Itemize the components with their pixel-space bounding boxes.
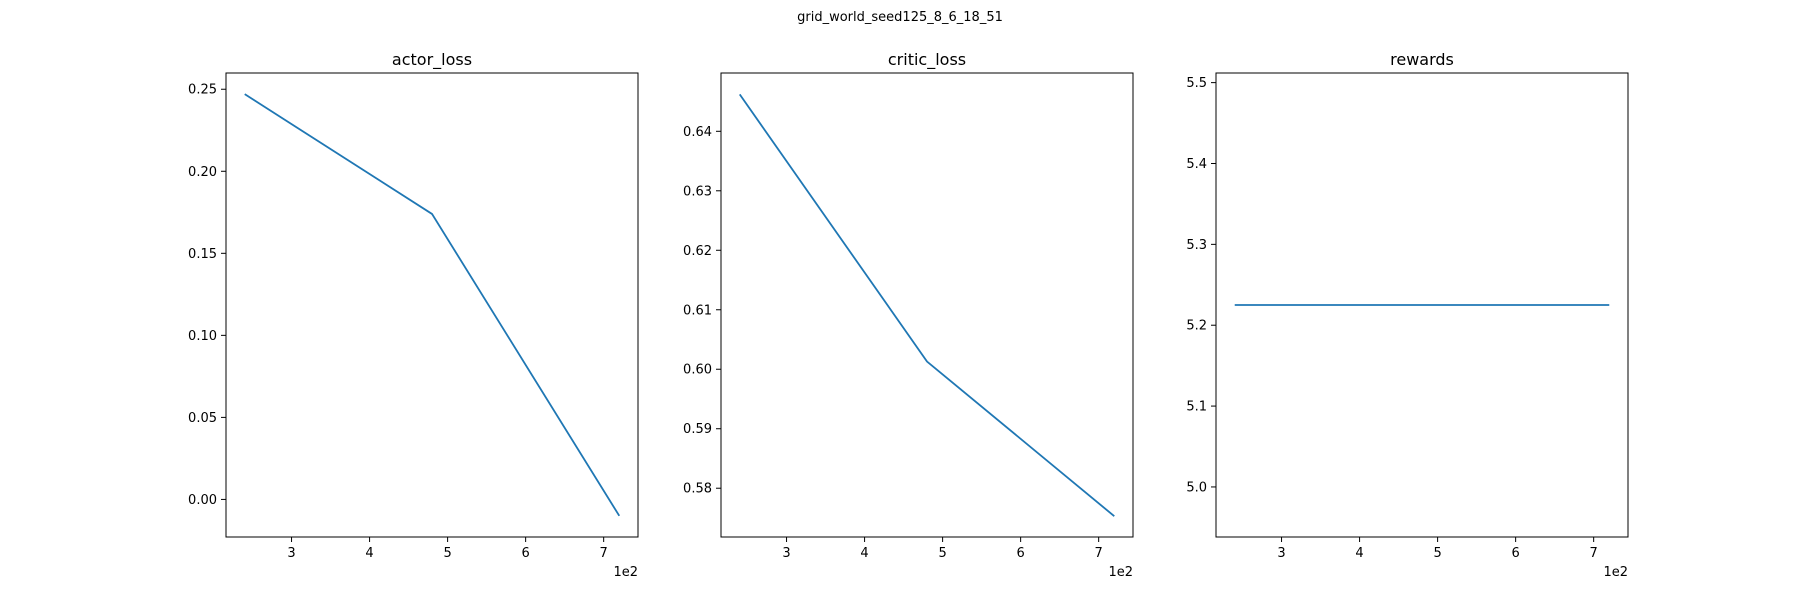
x-tick-label: 3: [287, 546, 295, 561]
y-tick-label: 5.1: [1186, 400, 1207, 415]
y-tick-label: 0.58: [683, 482, 712, 497]
y-tick-label: 0.15: [188, 247, 217, 262]
y-tick-label: 0.63: [683, 184, 712, 199]
series-line: [244, 93, 621, 517]
axes-frame: [1215, 72, 1629, 538]
y-tick-label: 5.2: [1186, 319, 1207, 334]
subplot-title: critic_loss: [888, 50, 966, 70]
x-tick-label: 6: [1511, 546, 1519, 561]
x-tick-label: 4: [1355, 546, 1363, 561]
x-offset-label: 1e2: [1603, 565, 1628, 580]
x-tick-label: 4: [365, 546, 373, 561]
y-tick-label: 0.60: [683, 363, 712, 378]
y-tick-label: 0.59: [683, 422, 712, 437]
y-tick-label: 0.00: [188, 493, 217, 508]
x-tick-label: 7: [1590, 546, 1598, 561]
subplot-actor-loss: actor_loss 3 4 5 6 7 1e2 0.00 0.05 0.10 0.15 0.20 0.…: [188, 50, 639, 580]
y-tick-label: 5.4: [1186, 157, 1207, 172]
x-tick-label: 7: [1095, 546, 1103, 561]
y-tick-label: 5.3: [1186, 238, 1207, 253]
axes-frame: [720, 72, 1134, 538]
x-tick-label: 5: [1433, 546, 1441, 561]
y-tick-label: 0.61: [683, 303, 712, 318]
axes-frame: [225, 72, 639, 538]
subplot-title: rewards: [1390, 50, 1454, 69]
y-tick-label: 0.64: [683, 125, 712, 140]
y-tick-label: 0.20: [188, 165, 217, 180]
y-tick-label: 0.25: [188, 83, 217, 98]
x-tick-label: 6: [1016, 546, 1024, 561]
x-tick-label: 5: [443, 546, 451, 561]
subplot-critic-loss: critic_loss 3 4 5 6 7 1e2 0.58 0.59 0.60 0.61 0.62 0…: [683, 50, 1134, 580]
x-tick-label: 3: [1277, 546, 1285, 561]
x-tick-label: 6: [521, 546, 529, 561]
x-tick-label: 7: [600, 546, 608, 561]
x-offset-label: 1e2: [1108, 565, 1133, 580]
x-offset-label: 1e2: [613, 565, 638, 580]
y-tick-label: 5.5: [1186, 76, 1207, 91]
x-tick-label: 3: [782, 546, 790, 561]
y-tick-label: 0.10: [188, 329, 217, 344]
x-tick-label: 5: [938, 546, 946, 561]
series-line: [738, 93, 1115, 517]
y-tick-label: 0.05: [188, 411, 217, 426]
subplot-rewards: rewards 3 4 5 6 7 1e2 5.0 5.1 5.2 5.3 5.4 5.5: [1186, 50, 1629, 580]
subplot-title: actor_loss: [392, 50, 472, 70]
y-tick-label: 0.62: [683, 244, 712, 259]
x-tick-label: 4: [860, 546, 868, 561]
figure-title: grid_world_seed125_8_6_18_51: [797, 10, 1003, 25]
y-tick-label: 5.0: [1186, 480, 1207, 495]
